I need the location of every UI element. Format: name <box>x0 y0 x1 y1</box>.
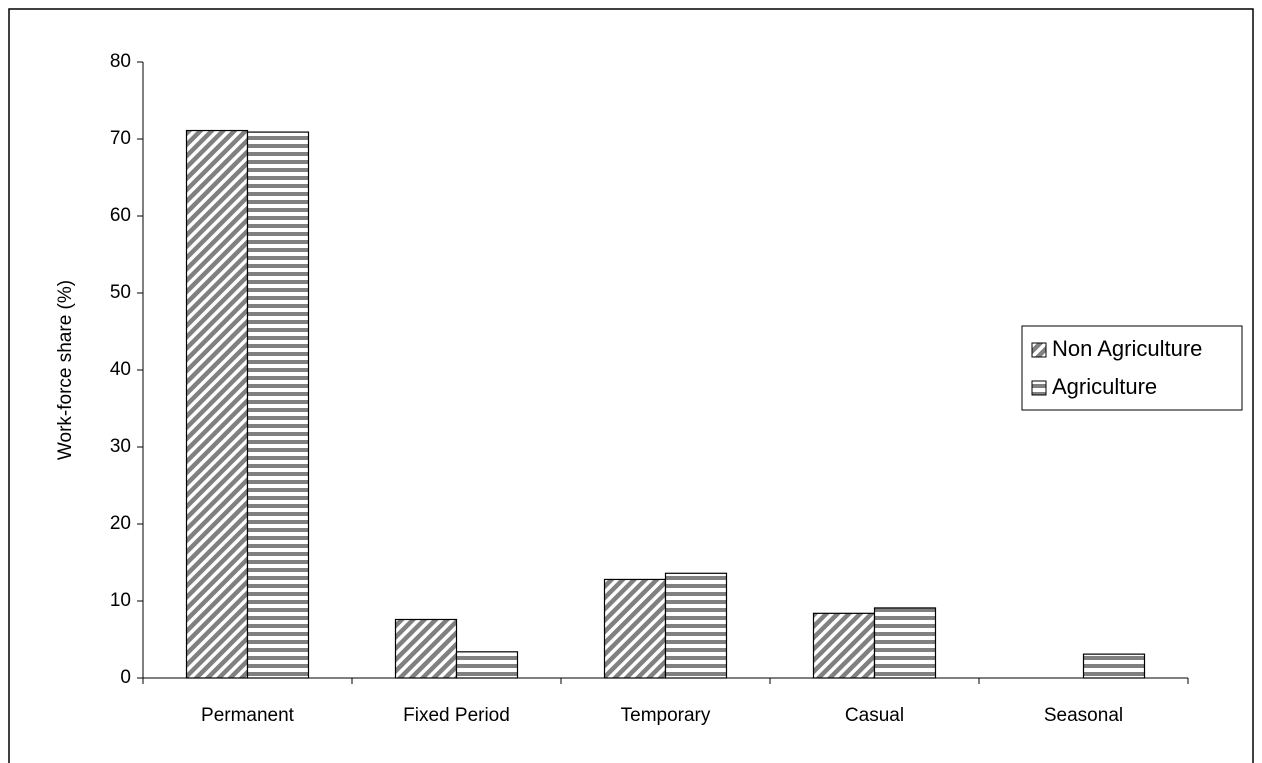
x-tick-label: Seasonal <box>1044 705 1123 726</box>
bar <box>812 612 876 679</box>
bar <box>246 131 310 679</box>
y-tick-label: 50 <box>110 282 131 303</box>
y-tick-label: 30 <box>110 436 131 457</box>
x-tick-label: Temporary <box>621 705 711 726</box>
legend: Non Agriculture Agriculture <box>1021 325 1243 411</box>
chart-border <box>8 8 1254 763</box>
y-tick-label: 0 <box>120 667 131 688</box>
y-tick-label: 80 <box>110 51 131 72</box>
legend-label: Agriculture <box>1052 374 1157 399</box>
bar <box>873 607 937 679</box>
y-tick-label: 20 <box>110 513 131 534</box>
legend-label: Non Agriculture <box>1052 336 1202 361</box>
y-tick-label: 10 <box>110 590 131 611</box>
bar <box>394 618 458 679</box>
bar <box>664 572 728 679</box>
x-tick-label: Fixed Period <box>403 705 510 726</box>
bar <box>455 651 519 679</box>
x-tick-label: Permanent <box>201 705 295 726</box>
x-tick-label: Casual <box>845 705 904 726</box>
bar <box>603 578 667 679</box>
y-tick-label: 70 <box>110 128 131 149</box>
y-tick-label: 60 <box>110 205 131 226</box>
bar <box>1082 653 1146 679</box>
legend-box <box>1021 325 1243 411</box>
legend-swatch <box>1031 342 1047 358</box>
legend-swatch <box>1031 380 1047 396</box>
y-tick-label: 40 <box>110 359 131 380</box>
y-axis-title: Work-force share (%) <box>55 280 76 460</box>
bar <box>185 129 249 679</box>
